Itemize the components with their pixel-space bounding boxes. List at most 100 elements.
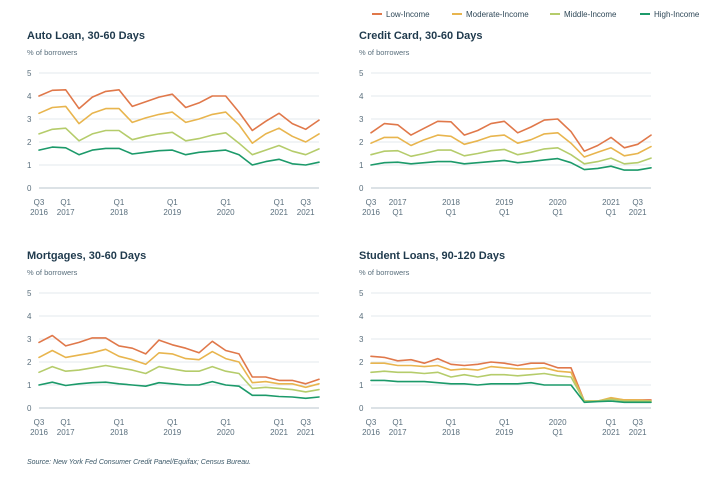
auto-loan-unit-label: % of borrowers — [27, 48, 78, 57]
x-tick-line1: Q1 — [220, 198, 231, 207]
x-tick-line1: Q1 — [446, 418, 457, 427]
series-line-middle-income — [38, 364, 320, 393]
x-tick-line1: 2020 — [549, 198, 567, 207]
x-tick-line2: Q1 — [606, 208, 617, 217]
x-tick-line2: 2017 — [57, 428, 75, 437]
y-tick-label: 2 — [27, 138, 32, 147]
series-line-low-income — [38, 334, 320, 385]
y-tick-label: 0 — [27, 184, 32, 193]
y-tick-label: 5 — [359, 69, 364, 78]
legend-item-low-income: Low-Income — [372, 7, 430, 23]
mortgages-title: Mortgages, 30-60 Days — [27, 250, 147, 262]
series-line-moderate-income — [38, 105, 320, 144]
y-tick-label: 3 — [27, 115, 32, 124]
y-tick-label: 0 — [359, 404, 364, 413]
mortgages-chart: 012345Q32016Q12017Q12018Q12019Q12020Q120… — [27, 289, 320, 437]
legend-swatch — [452, 12, 462, 15]
y-tick-label: 4 — [27, 312, 32, 321]
legend-swatch — [640, 12, 650, 15]
x-tick-line2: 2021 — [629, 208, 647, 217]
x-tick-line2: 2021 — [270, 208, 288, 217]
x-tick-line1: Q1 — [392, 418, 403, 427]
x-tick-line2: Q1 — [446, 208, 457, 217]
x-tick-line2: 2016 — [30, 208, 48, 217]
x-tick-line2: 2017 — [389, 428, 407, 437]
x-tick-line2: 2021 — [297, 208, 315, 217]
legend-swatch — [550, 12, 560, 15]
x-tick-line1: 2021 — [602, 198, 620, 207]
legend-label: High-Income — [654, 10, 700, 19]
legend-label: Middle-Income — [564, 10, 617, 19]
x-tick-line1: Q1 — [167, 198, 178, 207]
y-tick-label: 2 — [359, 358, 364, 367]
x-tick-line2: 2016 — [30, 428, 48, 437]
legend-item-high-income: High-Income — [640, 7, 699, 23]
chart-legend: Low-Income Moderate-Income Middle-Income Hi… — [372, 7, 702, 23]
y-tick-label: 0 — [27, 404, 32, 413]
credit-card-title: Credit Card, 30-60 Days — [359, 30, 483, 42]
x-tick-line2: 2018 — [110, 428, 128, 437]
legend-label: Moderate-Income — [466, 10, 529, 19]
series-line-low-income — [38, 89, 320, 132]
y-tick-label: 2 — [359, 138, 364, 147]
x-tick-line2: Q1 — [392, 208, 403, 217]
x-tick-line2: 2018 — [442, 428, 460, 437]
x-tick-line1: Q3 — [632, 198, 643, 207]
y-tick-label: 2 — [27, 358, 32, 367]
x-tick-line1: 2019 — [495, 198, 513, 207]
series-line-low-income — [370, 355, 652, 402]
legend-swatch — [372, 12, 382, 15]
x-tick-line2: 2021 — [602, 428, 620, 437]
y-tick-label: 0 — [359, 184, 364, 193]
x-tick-line1: Q3 — [34, 418, 45, 427]
x-tick-line1: Q3 — [300, 418, 311, 427]
x-tick-line1: Q3 — [34, 198, 45, 207]
credit-card-panel: Credit Card, 30-60 Days % of borrowers 0… — [359, 30, 699, 230]
x-tick-line1: Q3 — [300, 198, 311, 207]
x-tick-line1: Q3 — [632, 418, 643, 427]
y-tick-label: 4 — [359, 92, 364, 101]
x-tick-line2: 2020 — [217, 428, 235, 437]
x-tick-line2: 2019 — [495, 428, 513, 437]
y-tick-label: 5 — [27, 289, 32, 298]
legend-item-middle-income: Middle-Income — [550, 7, 616, 23]
y-tick-label: 1 — [359, 381, 364, 390]
y-tick-label: 4 — [359, 312, 364, 321]
series-line-high-income — [370, 379, 652, 404]
series-line-moderate-income — [38, 348, 320, 389]
series-line-low-income — [370, 118, 652, 152]
x-tick-line2: 2021 — [629, 428, 647, 437]
y-tick-label: 5 — [359, 289, 364, 298]
x-tick-line2: Q1 — [552, 208, 563, 217]
x-tick-line1: Q1 — [606, 418, 617, 427]
student-loans-title: Student Loans, 90-120 Days — [359, 250, 506, 262]
x-tick-line1: Q3 — [366, 418, 377, 427]
auto-loan-title: Auto Loan, 30-60 Days — [27, 30, 145, 42]
mortgages-unit-label: % of borrowers — [27, 268, 78, 277]
series-line-high-income — [38, 146, 320, 166]
legend-item-moderate-income: Moderate-Income — [452, 7, 529, 23]
mortgages-panel: Mortgages, 30-60 Days % of borrowers 0 1 2… — [27, 250, 367, 450]
x-tick-line1: Q1 — [60, 198, 71, 207]
x-tick-line2: Q1 — [552, 428, 563, 437]
y-tick-label: 5 — [27, 69, 32, 78]
auto-loan-panel: Auto Loan, 30-60 Days % of borrowers 0 1 2… — [27, 30, 367, 230]
x-tick-line2: 2017 — [57, 208, 75, 217]
